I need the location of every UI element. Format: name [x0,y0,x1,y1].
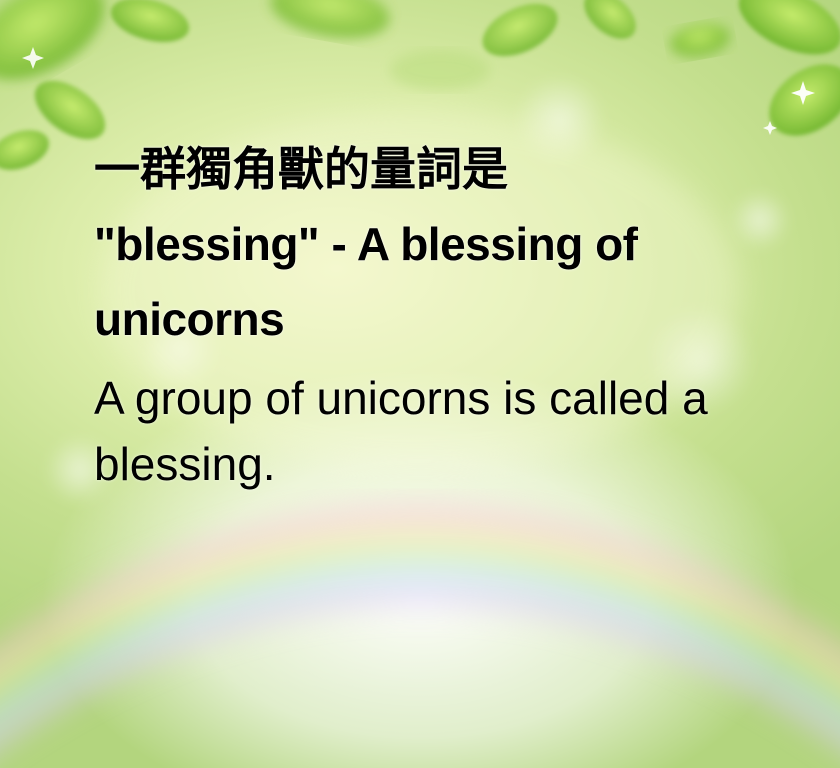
headline: 一群獨角獸的量詞是 "blessing" - A blessing of uni… [94,132,784,357]
leaves-top-left-icon [0,0,189,170]
headline-chinese: 一群獨角獸的量詞是 [94,143,508,195]
leaves-top-right-icon [670,0,840,136]
sparkle-icon [22,47,815,135]
headline-english: "blessing" - A blessing of unicorns [94,218,638,345]
rainbow-arc [0,504,840,750]
text-block: 一群獨角獸的量詞是 "blessing" - A blessing of uni… [94,132,784,497]
subline: A group of unicorns is called a blessing… [94,372,708,490]
leaves-top-center-icon [270,0,636,90]
